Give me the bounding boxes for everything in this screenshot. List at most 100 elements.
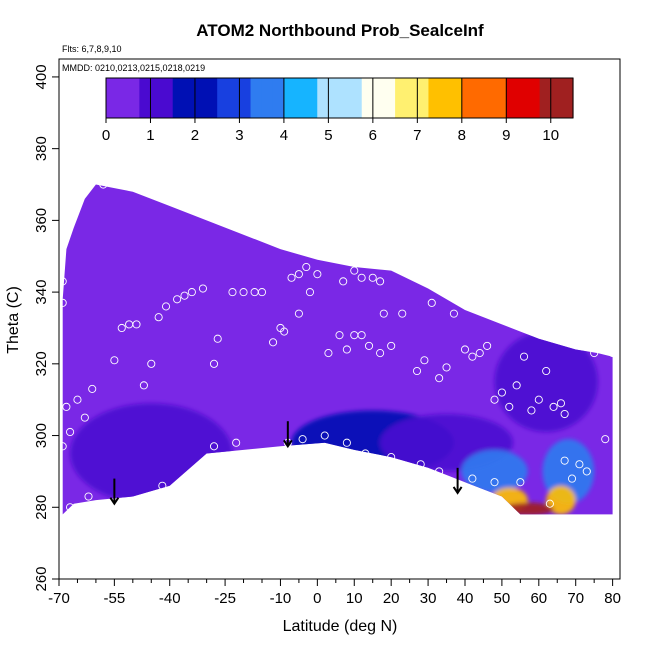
colorbar-segment [161,78,174,118]
colorbar-tick-label: 8 [458,127,466,144]
colorbar-segment [239,78,252,118]
data-point [590,349,599,358]
x-tick-label: -10 [270,590,292,607]
colorbar-segment [172,78,185,118]
data-point [567,474,577,483]
data-point [294,270,303,279]
data-point [490,478,499,487]
data-point [387,341,396,350]
y-tick-label: 380 [33,136,50,161]
plot-frame [58,58,621,580]
colorbar-tick-label: 3 [235,127,243,144]
x-tick-label: 50 [494,590,511,607]
data-point [505,402,514,411]
data-point [117,323,126,333]
data-point [232,438,241,447]
data-point [512,381,521,390]
x-tick-label: 20 [383,590,400,607]
colorbar-segment [539,78,552,118]
data-point [324,349,333,358]
data-point [534,395,543,404]
data-point [209,442,219,451]
data-point [575,460,584,469]
arrow-markers [109,421,463,506]
colorbar-segment [328,78,341,118]
colorbar-tick-label: 6 [369,127,377,144]
y-tick-label: 300 [33,423,50,448]
colorbar-tick-label: 1 [146,127,154,144]
colorbar-segment [139,78,152,118]
colorbar-segment [461,78,474,118]
heatmap-feature [501,502,554,515]
colorbar-segment [439,78,452,118]
colorbar-segment [250,78,263,118]
y-tick-label: 400 [33,64,50,89]
data-point [213,334,222,343]
data-point [147,359,156,368]
heatmap-feature [70,403,233,504]
colorbar-segment [150,78,163,118]
data-point [335,331,344,340]
data-point [62,402,71,411]
x-tick-label: -25 [214,590,236,607]
y-tick-label: 260 [33,566,50,591]
data-point [483,341,492,350]
x-tick-label: -40 [159,590,181,607]
data-point [416,460,425,469]
data-point [379,309,388,318]
x-tick-label: 30 [420,590,437,607]
data-point [187,288,196,297]
data-point [313,270,322,279]
data-point [209,359,219,368]
colorbar-segment [261,78,274,118]
data-point [376,349,385,358]
data-point [66,427,75,437]
data-point [302,262,311,272]
colorbar-segment [194,78,207,118]
data-point [516,478,525,487]
data-point [542,366,551,376]
data-point [582,467,591,476]
data-point [239,288,248,297]
data-point [560,456,569,465]
chart-title: ATOM2 Northbound Prob_SealceInf [196,21,484,40]
colorbar-segment [372,78,385,118]
data-point [80,413,89,422]
colorbar-segment [283,78,296,118]
data-point [342,438,351,447]
colorbar-segment [306,78,318,118]
x-tick-label: 60 [530,590,547,607]
data-point [257,288,267,297]
data-point [368,273,377,282]
colorbar-segment [472,78,485,118]
data-point [139,381,148,390]
data-point [66,503,75,512]
colorbar-segment [295,78,307,118]
data-point [527,406,536,415]
data-point [420,356,429,365]
x-tick-label: 40 [457,590,474,607]
data-point [608,349,617,358]
data-point [435,374,444,383]
data-point [110,356,119,365]
y-tick-label: 320 [33,351,50,376]
data-point [427,298,436,307]
colorbar-tick-label: 2 [191,127,199,144]
data-point [468,474,477,483]
colorbar-segment [106,78,118,118]
x-tick-label: -55 [104,590,126,607]
colorbar-segment [128,78,140,118]
heatmap-feature [546,485,576,515]
data-point [269,338,278,347]
y-axis-label: Theta (C) [5,286,22,354]
data-point [88,384,97,393]
chart-note: MMDD: 0210,0213,0215,0218,0219 [62,63,205,73]
colorbar-segment [428,78,441,118]
colorbar-segment [528,78,541,118]
data-point [387,453,396,462]
data-point [298,435,307,444]
data-point [468,352,477,361]
data-point [66,219,75,229]
colorbar-segment [339,78,352,118]
